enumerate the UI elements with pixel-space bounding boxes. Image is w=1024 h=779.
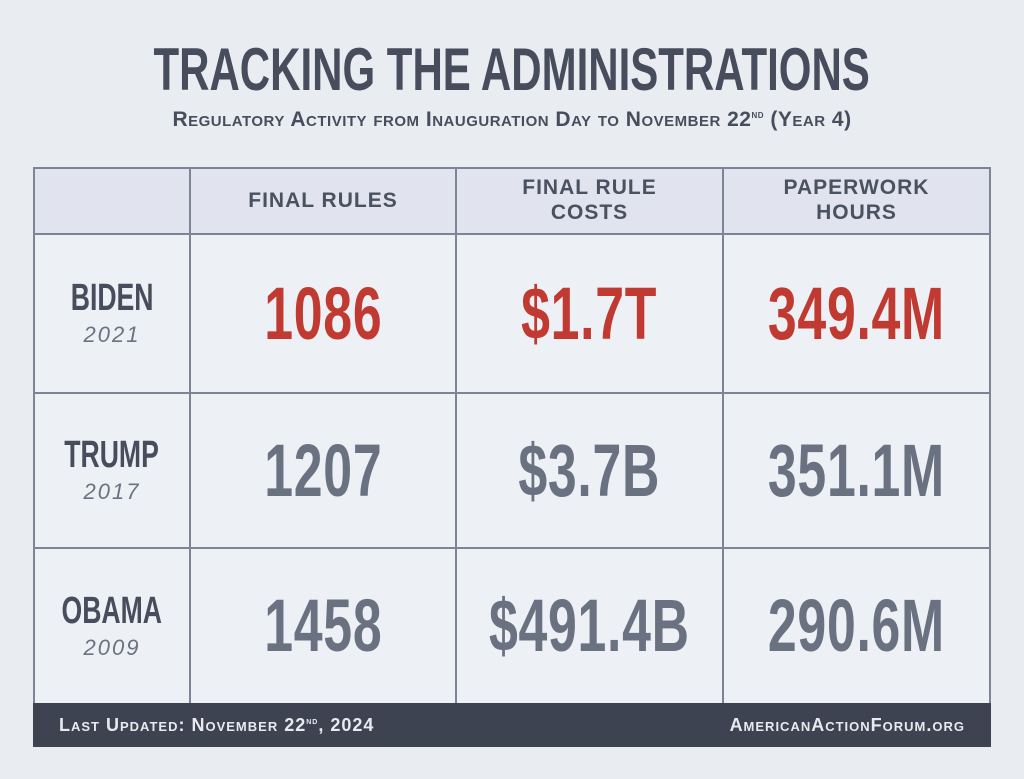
cell-obama-paperwork-hours: 290.6M <box>724 549 989 703</box>
cell-biden-final-rules: 1086 <box>191 235 455 392</box>
administrations-table: FINAL RULES FINAL RULE COSTS PAPERWORK H… <box>33 167 991 705</box>
row-header-obama: OBAMA 2009 <box>35 549 189 703</box>
page-title: TRACKING THE ADMINISTRATIONS <box>0 40 1024 100</box>
footer-bar: Last Updated: November 22nd, 2024 Americ… <box>33 703 991 747</box>
page-title-text: TRACKING THE ADMINISTRATIONS <box>153 36 871 103</box>
cell-trump-final-rules: 1207 <box>191 394 455 547</box>
value-final-rule-costs: $1.7T <box>521 271 658 355</box>
source-website-label: AmericanActionForum.org <box>729 714 965 735</box>
subtitle-suffix: (Year 4) <box>764 108 852 131</box>
column-header-final-rule-costs: FINAL RULE COSTS <box>457 169 722 233</box>
administration-year: 2009 <box>83 634 141 660</box>
value-paperwork-hours: 351.1M <box>768 428 945 512</box>
row-header-biden: BIDEN 2021 <box>35 235 189 392</box>
cell-biden-final-rule-costs: $1.7T <box>457 235 722 392</box>
administration-name: OBAMA <box>61 589 163 632</box>
value-paperwork-hours: 349.4M <box>768 271 945 355</box>
administration-year: 2017 <box>83 479 141 504</box>
value-paperwork-hours: 290.6M <box>768 584 945 667</box>
value-final-rule-costs: $3.7B <box>518 428 661 512</box>
cell-obama-final-rule-costs: $491.4B <box>457 549 722 703</box>
row-header-trump: TRUMP 2017 <box>35 394 189 547</box>
footer-ordinal-superscript: nd <box>306 715 319 727</box>
cell-obama-final-rules: 1458 <box>191 549 455 703</box>
last-updated-label: Last Updated: November 22nd, 2024 <box>59 714 375 735</box>
subtitle-ordinal-superscript: nd <box>751 109 765 121</box>
page-subtitle: Regulatory Activity from Inauguration Da… <box>0 108 1024 132</box>
administration-year: 2021 <box>83 322 141 347</box>
administration-name: BIDEN <box>70 277 154 319</box>
value-final-rules: 1207 <box>263 428 383 512</box>
value-final-rules: 1458 <box>263 584 383 667</box>
cell-trump-final-rule-costs: $3.7B <box>457 394 722 547</box>
value-final-rule-costs: $491.4B <box>489 584 690 667</box>
cell-trump-paperwork-hours: 351.1M <box>724 394 989 547</box>
cell-biden-paperwork-hours: 349.4M <box>724 235 989 392</box>
column-header-final-rules: FINAL RULES <box>191 169 455 233</box>
table-corner-cell <box>35 169 189 233</box>
administration-name: TRUMP <box>64 434 160 476</box>
subtitle-text: Regulatory Activity from Inauguration Da… <box>172 108 752 131</box>
value-final-rules: 1086 <box>263 271 383 355</box>
column-header-paperwork-hours: PAPERWORK HOURS <box>724 169 989 233</box>
